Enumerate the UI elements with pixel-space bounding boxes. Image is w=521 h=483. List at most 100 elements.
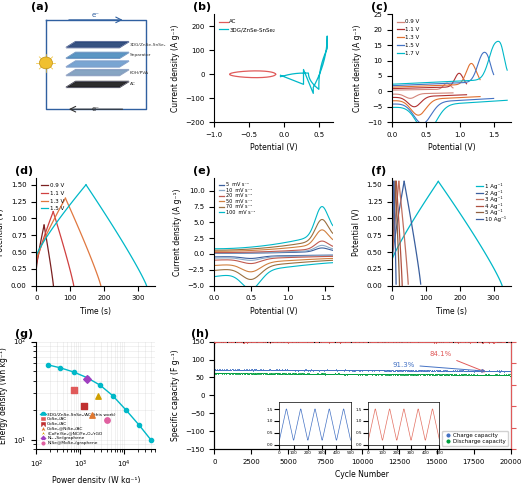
Point bbox=[426, 371, 434, 379]
Point bbox=[381, 370, 390, 378]
Point bbox=[405, 370, 413, 378]
Point bbox=[339, 367, 348, 374]
Point bbox=[442, 370, 451, 378]
Point bbox=[461, 338, 469, 345]
Point bbox=[357, 366, 365, 374]
Point bbox=[353, 370, 362, 378]
Point bbox=[497, 371, 505, 379]
Point bbox=[410, 367, 418, 374]
Point bbox=[282, 366, 290, 374]
Point bbox=[478, 339, 486, 346]
Point bbox=[371, 367, 379, 374]
Point bbox=[296, 366, 305, 374]
Point bbox=[481, 367, 490, 374]
Point bbox=[334, 338, 342, 346]
Point bbox=[358, 338, 367, 346]
Point bbox=[345, 370, 353, 378]
Point bbox=[425, 337, 433, 345]
Point bbox=[245, 369, 254, 377]
Point bbox=[499, 338, 507, 345]
Point bbox=[463, 370, 472, 378]
Point bbox=[339, 367, 348, 374]
Point bbox=[404, 370, 412, 378]
Point bbox=[319, 338, 328, 346]
Point bbox=[466, 338, 474, 346]
Point bbox=[258, 369, 266, 377]
Point bbox=[475, 367, 483, 375]
Point bbox=[316, 338, 324, 345]
Point bbox=[384, 367, 393, 375]
Point bbox=[400, 371, 408, 379]
Point bbox=[469, 338, 478, 345]
Point bbox=[217, 366, 225, 373]
Point bbox=[440, 338, 449, 345]
Point bbox=[237, 366, 245, 373]
Point bbox=[282, 370, 290, 378]
Point bbox=[296, 338, 305, 345]
Point bbox=[228, 338, 236, 346]
Point bbox=[378, 338, 386, 345]
X-axis label: Time (s): Time (s) bbox=[436, 307, 467, 316]
Point bbox=[353, 366, 361, 374]
Point bbox=[275, 366, 283, 373]
Point bbox=[419, 367, 428, 374]
Point bbox=[282, 369, 291, 377]
Point bbox=[296, 366, 304, 374]
Point bbox=[336, 339, 344, 346]
Point bbox=[454, 367, 462, 375]
Point bbox=[416, 338, 425, 345]
Point bbox=[230, 366, 238, 374]
Point bbox=[387, 338, 395, 345]
Point bbox=[228, 338, 236, 346]
Point bbox=[445, 338, 453, 346]
Point bbox=[430, 371, 438, 379]
Point bbox=[271, 338, 280, 345]
Point bbox=[410, 338, 418, 346]
Point bbox=[265, 366, 274, 373]
Point bbox=[490, 371, 498, 379]
Point bbox=[461, 337, 469, 345]
Point bbox=[234, 370, 242, 378]
Point bbox=[474, 371, 482, 379]
Point bbox=[240, 369, 249, 377]
Point bbox=[458, 338, 467, 346]
Point bbox=[266, 370, 275, 378]
Point bbox=[456, 370, 465, 378]
Point bbox=[242, 338, 250, 345]
Point bbox=[468, 338, 476, 346]
Point bbox=[246, 339, 254, 346]
Point bbox=[256, 369, 264, 377]
Point bbox=[498, 371, 506, 379]
Point bbox=[294, 337, 302, 345]
Point bbox=[359, 370, 368, 378]
Point bbox=[399, 370, 407, 378]
Point bbox=[259, 338, 268, 345]
Point bbox=[373, 366, 381, 374]
Point bbox=[334, 370, 342, 378]
Point bbox=[276, 338, 284, 346]
Point bbox=[398, 370, 406, 378]
Point bbox=[380, 367, 389, 374]
Point bbox=[316, 367, 324, 374]
Point bbox=[275, 369, 283, 377]
Point bbox=[434, 338, 442, 345]
Point bbox=[357, 338, 366, 346]
Point bbox=[462, 371, 470, 379]
Point bbox=[477, 371, 486, 379]
Point bbox=[497, 337, 505, 345]
Point bbox=[226, 369, 234, 377]
Point bbox=[313, 338, 321, 345]
Point bbox=[431, 338, 439, 346]
Point bbox=[326, 370, 334, 378]
Point bbox=[383, 338, 392, 346]
Point bbox=[486, 367, 494, 374]
Point bbox=[371, 338, 380, 345]
Point bbox=[222, 366, 231, 374]
Point bbox=[229, 369, 238, 377]
Point bbox=[233, 366, 241, 373]
Point bbox=[304, 366, 312, 374]
Point bbox=[391, 337, 400, 344]
Point bbox=[237, 366, 245, 374]
Point bbox=[237, 369, 245, 377]
Point bbox=[214, 369, 222, 377]
